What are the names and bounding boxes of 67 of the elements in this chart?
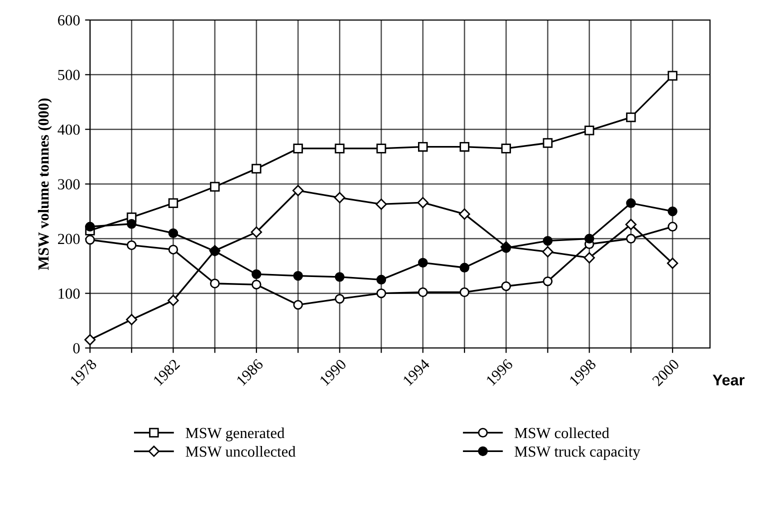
point [584, 234, 594, 244]
y-tick-label: 100 [58, 288, 80, 299]
point [501, 243, 511, 253]
point [458, 208, 470, 220]
point [460, 262, 470, 272]
y-axis-title: MSW volume tonnes (000) [38, 98, 52, 270]
point [252, 164, 262, 174]
point [460, 287, 470, 298]
point [584, 126, 594, 136]
y-tick-label: 500 [58, 70, 80, 80]
point [584, 252, 595, 264]
point [460, 142, 470, 152]
point [668, 222, 678, 232]
point [626, 234, 636, 244]
point [126, 240, 136, 250]
point [292, 184, 304, 196]
point [252, 269, 262, 280]
point [334, 294, 345, 304]
point [668, 206, 678, 216]
point [417, 196, 428, 208]
point [376, 274, 386, 285]
point [293, 270, 303, 281]
point [168, 294, 179, 306]
point [334, 192, 346, 204]
point [542, 138, 553, 148]
point [250, 226, 262, 238]
point [542, 246, 554, 258]
point [376, 288, 386, 298]
legend-label: MSW truck capacity [514, 446, 640, 460]
y-tick-label: 300 [58, 179, 80, 190]
point [85, 234, 95, 245]
point [626, 198, 636, 208]
point [293, 300, 303, 310]
point [668, 70, 678, 81]
point [376, 198, 387, 210]
y-tick-label: 0 [73, 343, 80, 354]
legend-label: MSW uncollected [186, 446, 296, 457]
point [626, 112, 636, 122]
point [376, 144, 386, 154]
y-tick-label: 200 [58, 234, 80, 244]
point [334, 272, 345, 282]
point [666, 258, 678, 269]
point [542, 276, 553, 286]
point [418, 287, 428, 298]
point [625, 218, 637, 230]
point [542, 236, 553, 246]
point [293, 144, 303, 154]
point [418, 258, 428, 268]
point [168, 198, 178, 208]
point [126, 314, 138, 326]
point [501, 144, 511, 154]
point [126, 219, 136, 229]
point [252, 280, 262, 290]
point [418, 142, 428, 152]
legend-label: MSW generated [186, 427, 284, 442]
point [168, 244, 178, 254]
point [85, 222, 95, 232]
y-tick-label: 600 [58, 15, 80, 26]
point [84, 334, 96, 346]
y-tick-label: 400 [58, 124, 80, 135]
legend-label: MSW collected [514, 427, 610, 438]
point [501, 281, 511, 292]
point [334, 144, 345, 154]
point [210, 182, 220, 192]
x-axis-title: Year [712, 374, 745, 386]
point [210, 278, 220, 288]
point [168, 228, 178, 238]
